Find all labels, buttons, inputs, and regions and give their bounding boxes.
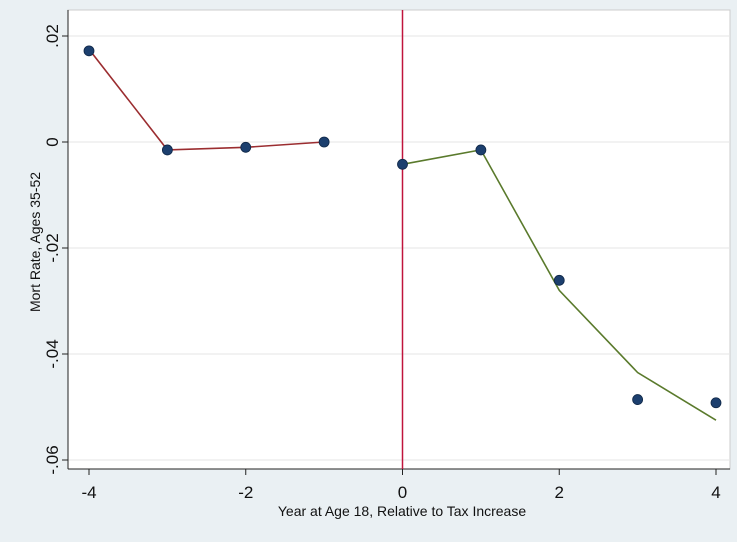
data-point (161, 144, 173, 156)
y-tick-label: -.04 (43, 339, 62, 368)
data-point (553, 274, 565, 286)
data-point (475, 144, 487, 156)
x-tick-label: 2 (555, 483, 564, 502)
x-axis-title: Year at Age 18, Relative to Tax Increase (278, 503, 526, 519)
x-tick-labels: -4 -2 0 2 4 (81, 483, 720, 502)
data-points (83, 45, 722, 409)
y-tick-label: -.02 (43, 233, 62, 262)
data-point (632, 394, 644, 405)
x-tick-label: -2 (238, 483, 253, 502)
y-tick-label: 0 (43, 137, 62, 146)
x-tick-label: 0 (398, 483, 407, 502)
fit-line-post (402, 149, 717, 421)
y-tick-label: -.06 (43, 445, 62, 474)
fit-line-pre (88, 48, 325, 151)
data-point (397, 158, 408, 170)
x-tick-label: 4 (711, 483, 720, 502)
y-tick-labels: .02 0 -.02 -.04 -.06 (43, 24, 62, 474)
x-tick-label: -4 (81, 483, 96, 502)
axes (62, 10, 730, 475)
data-point (710, 397, 722, 409)
plot-area (67, 9, 731, 470)
data-point (318, 136, 330, 148)
data-point (240, 141, 252, 153)
fit-lines (88, 48, 717, 421)
y-tick-label: .02 (43, 24, 62, 48)
gridlines (68, 35, 730, 461)
y-axis-title: Mort Rate, Ages 35-52 (27, 172, 43, 312)
data-point (83, 45, 95, 57)
